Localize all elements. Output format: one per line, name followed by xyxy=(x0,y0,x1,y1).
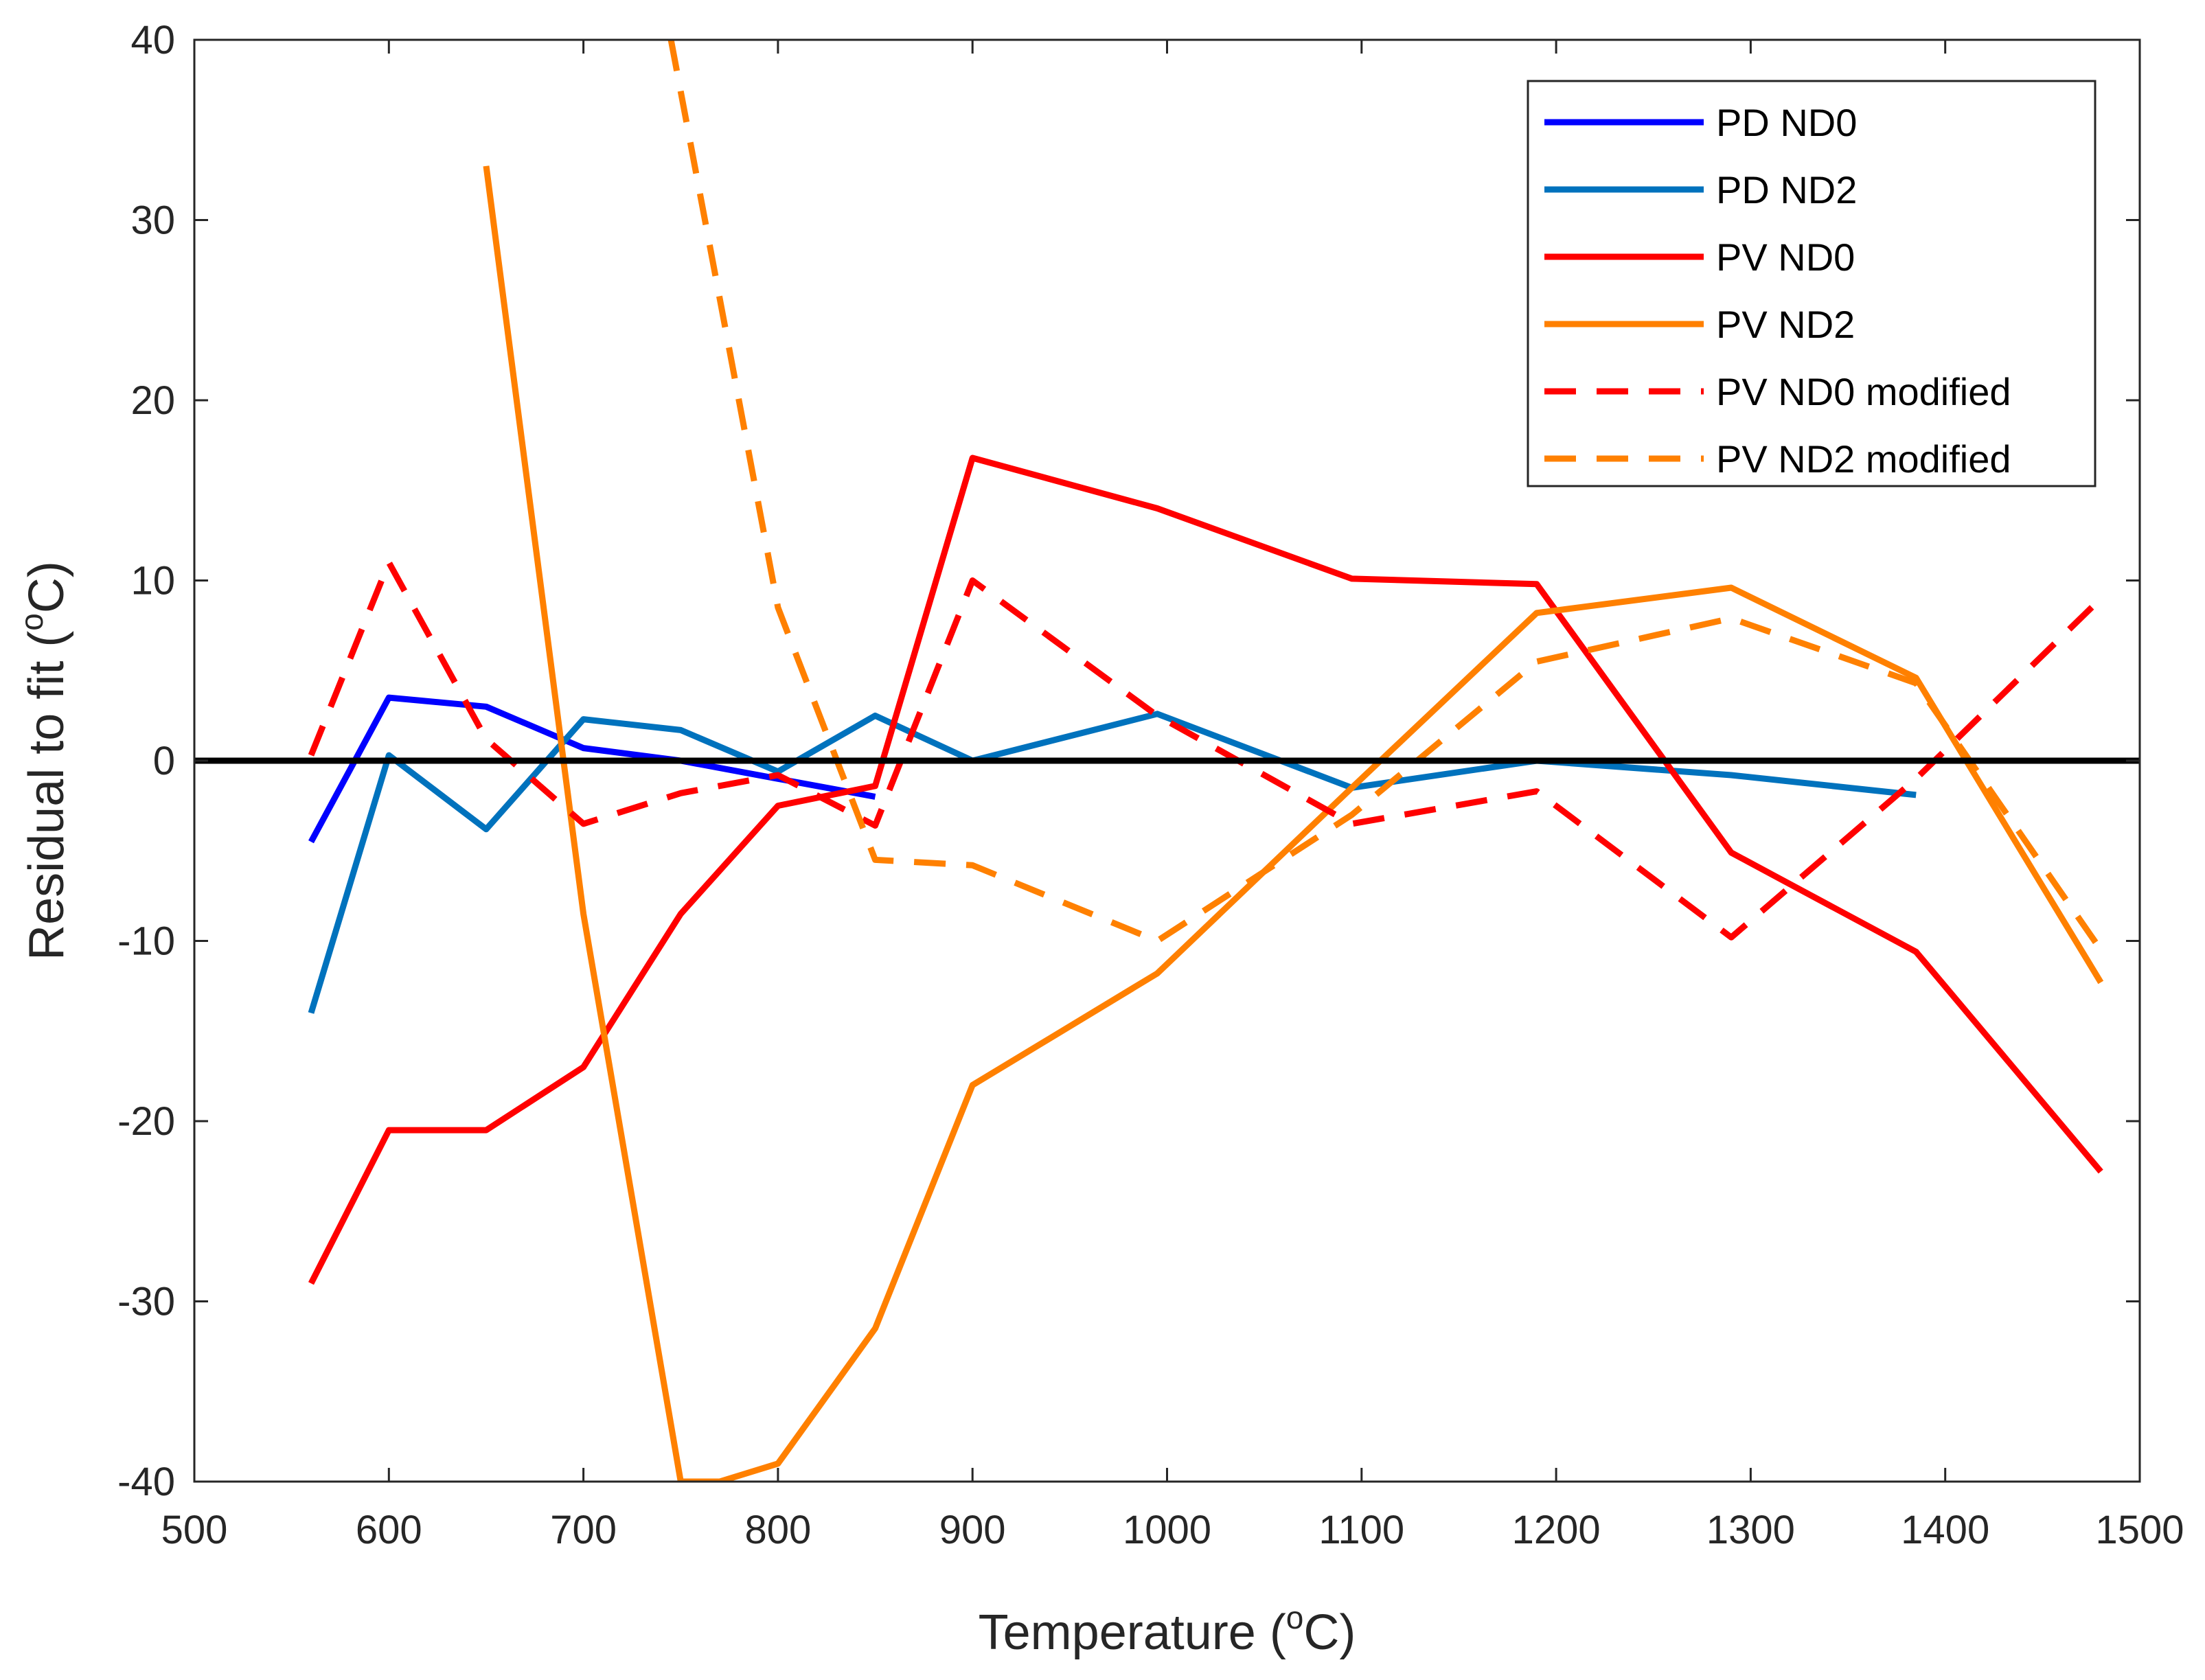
series-line-pd-nd0 xyxy=(308,694,876,844)
x-tick-label: 1100 xyxy=(1318,1508,1404,1552)
x-tick-label: 1400 xyxy=(1901,1508,1989,1552)
y-tick-label: 40 xyxy=(130,18,175,62)
y-axis-title-pre: Residual to fit ( xyxy=(19,631,74,960)
x-tick-label: 1200 xyxy=(1512,1508,1601,1552)
x-axis-ticks: 500 600 700 800 900 1000 1100 1200 1300 1400 1500 xyxy=(161,40,2184,1552)
x-tick-label: 900 xyxy=(939,1508,1006,1552)
x-tick-label: 700 xyxy=(550,1508,617,1552)
x-axis-title-post: C) xyxy=(1303,1605,1356,1660)
y-tick-label: -40 xyxy=(117,1460,175,1504)
x-tick-label: 500 xyxy=(161,1508,228,1552)
series-line-pv-nd2 xyxy=(483,165,2104,1482)
legend-label: PD ND0 xyxy=(1716,101,1857,144)
x-axis-title-sup: o xyxy=(1286,1600,1304,1635)
y-tick-label: -10 xyxy=(117,919,175,964)
y-tick-label: -20 xyxy=(117,1099,175,1144)
x-tick-label: 1300 xyxy=(1706,1508,1795,1552)
x-axis-title: Temperature (oC) xyxy=(979,1600,1356,1660)
y-tick-label: 0 xyxy=(153,739,175,783)
series-line-pv-nd2-modified xyxy=(667,40,2103,952)
y-axis-title-post: C) xyxy=(19,561,74,613)
y-axis-title: Residual to fit (oC) xyxy=(14,561,74,960)
series-line-pv-nd0 xyxy=(308,454,2103,1285)
y-tick-label: 20 xyxy=(130,378,175,423)
legend-label: PV ND2 xyxy=(1716,303,1855,346)
legend: PD ND0 PD ND2 PV ND0 PV ND2 PV ND0 modified P… xyxy=(1527,80,2097,487)
legend-label: PV ND0 modified xyxy=(1716,370,2011,413)
x-tick-label: 1500 xyxy=(2095,1508,2184,1552)
y-axis-title-sup: o xyxy=(14,613,49,631)
y-tick-label: 30 xyxy=(130,198,175,243)
y-tick-label: 10 xyxy=(130,559,175,603)
legend-label: PV ND2 modified xyxy=(1716,437,2011,481)
legend-label: PD ND2 xyxy=(1716,168,1857,211)
x-tick-label: 600 xyxy=(356,1508,422,1552)
series-line-pv-nd0-modified xyxy=(308,559,2103,941)
y-axis-ticks: -40 -30 -20 -10 0 10 20 30 40 xyxy=(117,18,2140,1504)
legend-box xyxy=(1527,80,2097,487)
x-axis-title-pre: Temperature ( xyxy=(979,1605,1286,1660)
y-tick-label: -30 xyxy=(117,1280,175,1324)
x-tick-label: 1000 xyxy=(1123,1508,1211,1552)
legend-label: PV ND0 xyxy=(1716,235,1855,279)
series-layer xyxy=(308,40,2104,1482)
plot-area: 500 600 700 800 900 1000 1100 1200 1300 1400 1500 … xyxy=(117,18,2184,1552)
x-tick-label: 800 xyxy=(745,1508,812,1552)
